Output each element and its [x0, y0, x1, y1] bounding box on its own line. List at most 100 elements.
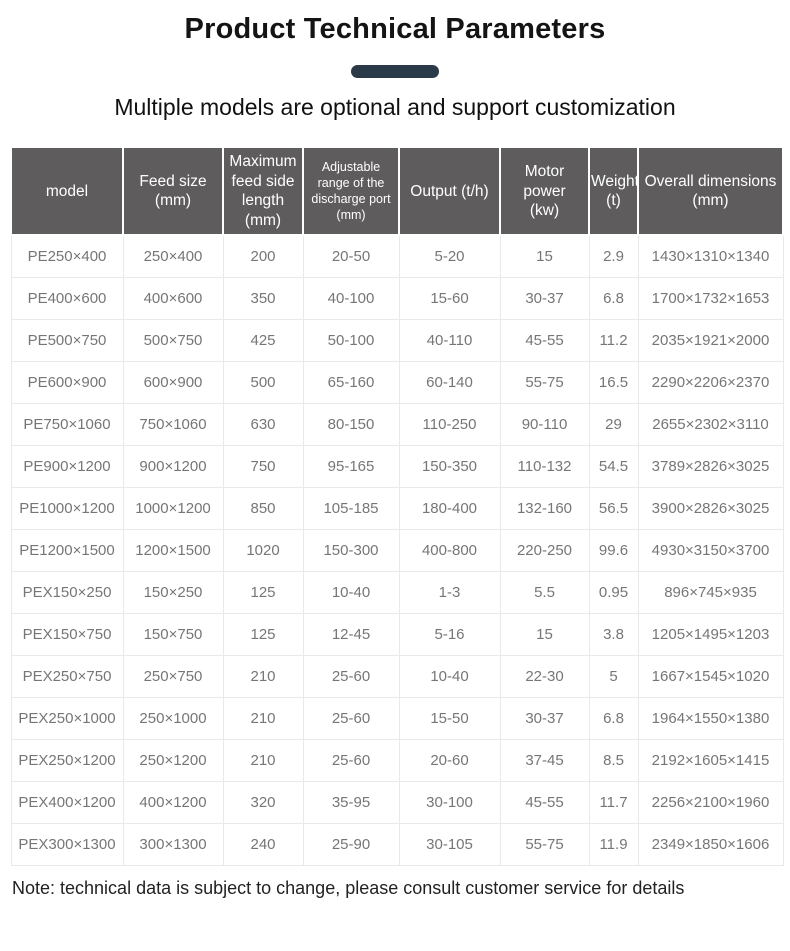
- cell-model: PEX250×1000: [10, 696, 124, 740]
- cell-model: PE400×600: [10, 276, 124, 320]
- cell-discharge_port_range: 25-60: [302, 696, 400, 740]
- table-row: PE400×600 400×600 350 40-100 15-60 30-37 6.8 17…: [10, 276, 784, 320]
- cell-overall_dimensions: 2290×2206×2370: [637, 360, 784, 404]
- cell-overall_dimensions: 1430×1310×1340: [637, 234, 784, 278]
- cell-discharge_port_range: 95-165: [302, 444, 400, 488]
- page-subtitle: Multiple models are optional and support…: [114, 94, 676, 121]
- cell-motor_power: 55-75: [499, 822, 590, 866]
- cell-motor_power: 30-37: [499, 276, 590, 320]
- column-header-output: Output (t/h): [398, 146, 501, 237]
- cell-output: 15-60: [398, 276, 501, 320]
- cell-motor_power: 15: [499, 234, 590, 278]
- column-header-overall_dimensions: Overall dimensions (mm): [637, 146, 784, 237]
- cell-weight: 54.5: [588, 444, 639, 488]
- cell-max_feed_side_length: 630: [222, 402, 304, 446]
- column-header-weight: Weight (t): [588, 146, 639, 237]
- table-row: PEX400×1200 400×1200 320 35-95 30-100 45-55 11…: [10, 780, 784, 824]
- table-header-row: model Feed size (mm) Maximum feed side len…: [10, 146, 784, 237]
- table-row: PE1000×1200 1000×1200 850 105-185 180-400 132…: [10, 486, 784, 530]
- cell-discharge_port_range: 50-100: [302, 318, 400, 362]
- cell-weight: 6.8: [588, 696, 639, 740]
- cell-feed_size: 1000×1200: [122, 486, 224, 530]
- cell-weight: 3.8: [588, 612, 639, 656]
- cell-overall_dimensions: 3789×2826×3025: [637, 444, 784, 488]
- cell-output: 180-400: [398, 486, 501, 530]
- page-title: Product Technical Parameters: [184, 13, 606, 45]
- cell-discharge_port_range: 80-150: [302, 402, 400, 446]
- table-row: PEX250×1000 250×1000 210 25-60 15-50 30-37 6.8…: [10, 696, 784, 740]
- cell-motor_power: 132-160: [499, 486, 590, 530]
- table-row: PE900×1200 900×1200 750 95-165 150-350 110-13…: [10, 444, 784, 488]
- cell-discharge_port_range: 20-50: [302, 234, 400, 278]
- cell-output: 10-40: [398, 654, 501, 698]
- cell-feed_size: 400×600: [122, 276, 224, 320]
- cell-max_feed_side_length: 1020: [222, 528, 304, 572]
- cell-discharge_port_range: 25-60: [302, 738, 400, 782]
- cell-output: 110-250: [398, 402, 501, 446]
- cell-feed_size: 300×1300: [122, 822, 224, 866]
- cell-weight: 11.2: [588, 318, 639, 362]
- cell-model: PEX250×1200: [10, 738, 124, 782]
- cell-weight: 0.95: [588, 570, 639, 614]
- cell-feed_size: 600×900: [122, 360, 224, 404]
- table-row: PEX150×750 150×750 125 12-45 5-16 15 3.8 1205×1…: [10, 612, 784, 656]
- cell-max_feed_side_length: 240: [222, 822, 304, 866]
- cell-max_feed_side_length: 210: [222, 654, 304, 698]
- cell-max_feed_side_length: 750: [222, 444, 304, 488]
- cell-model: PEX150×250: [10, 570, 124, 614]
- cell-weight: 99.6: [588, 528, 639, 572]
- cell-weight: 16.5: [588, 360, 639, 404]
- cell-model: PE900×1200: [10, 444, 124, 488]
- table-row: PE1200×1500 1200×1500 1020 150-300 400-800 22…: [10, 528, 784, 572]
- cell-discharge_port_range: 40-100: [302, 276, 400, 320]
- cell-discharge_port_range: 25-90: [302, 822, 400, 866]
- cell-model: PE1200×1500: [10, 528, 124, 572]
- cell-model: PE250×400: [10, 234, 124, 278]
- cell-motor_power: 110-132: [499, 444, 590, 488]
- cell-max_feed_side_length: 350: [222, 276, 304, 320]
- cell-motor_power: 90-110: [499, 402, 590, 446]
- title-underline-bar: [351, 65, 439, 79]
- cell-feed_size: 1200×1500: [122, 528, 224, 572]
- table-row: PEX250×1200 250×1200 210 25-60 20-60 37-45 8.5…: [10, 738, 784, 782]
- table-row: PE250×400 250×400 200 20-50 5-20 15 2.9 1430×13…: [10, 234, 784, 278]
- cell-output: 20-60: [398, 738, 501, 782]
- cell-motor_power: 22-30: [499, 654, 590, 698]
- cell-max_feed_side_length: 850: [222, 486, 304, 530]
- cell-feed_size: 150×750: [122, 612, 224, 656]
- cell-model: PEX300×1300: [10, 822, 124, 866]
- cell-feed_size: 250×1200: [122, 738, 224, 782]
- column-header-motor_power: Motor power (kw): [499, 146, 590, 237]
- table-row: PEX150×250 150×250 125 10-40 1-3 5.5 0.95 896×7…: [10, 570, 784, 614]
- cell-feed_size: 250×1000: [122, 696, 224, 740]
- cell-discharge_port_range: 65-160: [302, 360, 400, 404]
- cell-output: 150-350: [398, 444, 501, 488]
- column-header-max_feed_side_length: Maximum feed side length (mm): [222, 146, 304, 237]
- cell-motor_power: 55-75: [499, 360, 590, 404]
- cell-output: 5-20: [398, 234, 501, 278]
- table-row: PE750×1060 750×1060 630 80-150 110-250 90-110…: [10, 402, 784, 446]
- cell-max_feed_side_length: 125: [222, 612, 304, 656]
- cell-motor_power: 220-250: [499, 528, 590, 572]
- cell-overall_dimensions: 2655×2302×3110: [637, 402, 784, 446]
- cell-weight: 29: [588, 402, 639, 446]
- cell-weight: 5: [588, 654, 639, 698]
- cell-max_feed_side_length: 125: [222, 570, 304, 614]
- cell-weight: 8.5: [588, 738, 639, 782]
- cell-weight: 56.5: [588, 486, 639, 530]
- cell-motor_power: 30-37: [499, 696, 590, 740]
- cell-model: PEX150×750: [10, 612, 124, 656]
- technical-parameters-table: model Feed size (mm) Maximum feed side len…: [10, 146, 784, 866]
- cell-discharge_port_range: 150-300: [302, 528, 400, 572]
- cell-overall_dimensions: 1700×1732×1653: [637, 276, 784, 320]
- cell-output: 15-50: [398, 696, 501, 740]
- cell-discharge_port_range: 10-40: [302, 570, 400, 614]
- cell-model: PE600×900: [10, 360, 124, 404]
- cell-discharge_port_range: 35-95: [302, 780, 400, 824]
- footer-note: Note: technical data is subject to chang…: [12, 877, 685, 898]
- cell-output: 40-110: [398, 318, 501, 362]
- column-header-model: model: [10, 146, 124, 237]
- cell-output: 1-3: [398, 570, 501, 614]
- cell-discharge_port_range: 12-45: [302, 612, 400, 656]
- cell-overall_dimensions: 2349×1850×1606: [637, 822, 784, 866]
